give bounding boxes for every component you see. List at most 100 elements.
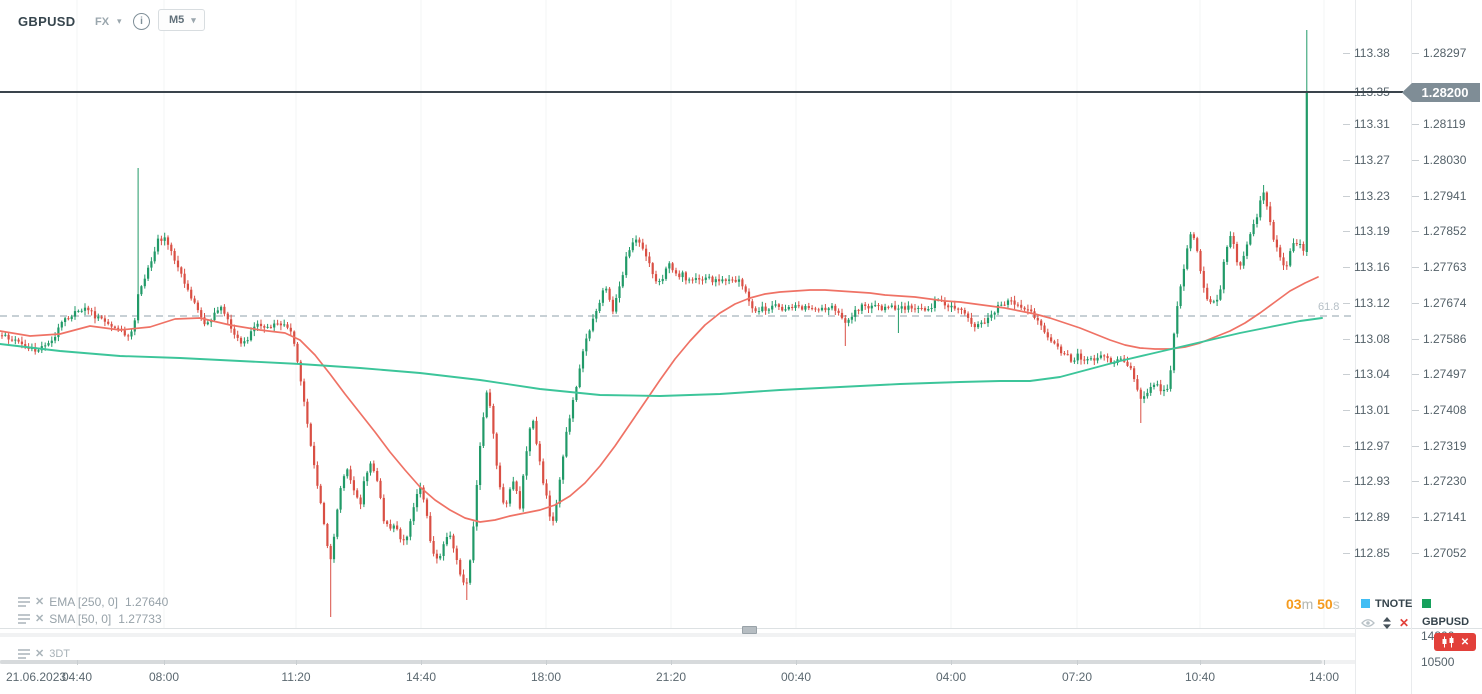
remove-indicator-icon[interactable]: ✕ [35, 596, 45, 608]
axis-tick [1412, 52, 1419, 54]
sma50-line [0, 276, 1319, 523]
indicator-settings-icon[interactable] [18, 597, 30, 607]
gbpusd-axis-label: 1.27052 [1412, 546, 1466, 560]
gbpusd-axis-label: 1.27763 [1412, 260, 1466, 274]
sub-pane-label: 3DT [49, 648, 70, 660]
ema250-line [0, 317, 1323, 397]
axis-tick [1343, 230, 1350, 232]
time-tick-mark [296, 660, 297, 665]
tnote-axis-label: 113.16 [1343, 260, 1390, 274]
timeframe-label: M5 [169, 14, 185, 26]
gbpusd-axis-label: 1.27408 [1412, 403, 1466, 417]
ema-legend-value: 1.27640 [124, 595, 169, 609]
time-tick-label: 07:20 [1061, 670, 1093, 684]
axis-tick [1343, 266, 1350, 268]
tnote-toggle-block: TNOTE ✕ [1361, 594, 1412, 630]
current-price-badge: 1.28200 [1402, 83, 1480, 102]
tnote-axis-label: 113.01 [1343, 403, 1390, 417]
time-axis[interactable]: 21.06.2023 04:40 08:00 11:20 14:40 18:00 21:2… [0, 660, 1482, 694]
axis-tick [1343, 445, 1350, 447]
tnote-axis-label: 113.23 [1343, 189, 1390, 203]
time-tick-label: 08:00 [148, 670, 180, 684]
ema-legend-row: ✕ EMA [250, 0] 1.27640 [18, 595, 168, 609]
remove-tnote-icon[interactable]: ✕ [1399, 616, 1410, 630]
gbpusd-color-swatch [1422, 599, 1431, 608]
countdown-minutes-unit: m [1301, 596, 1314, 612]
gbpusd-axis-label: 1.27497 [1412, 367, 1466, 381]
axis-tick [1343, 409, 1350, 411]
countdown-minutes: 03 [1286, 596, 1302, 612]
sort-arrows-icon[interactable] [1382, 617, 1392, 629]
time-tick-label: 04:40 [61, 670, 93, 684]
chevron-down-icon[interactable]: ▾ [117, 16, 122, 26]
remove-indicator-icon[interactable]: ✕ [35, 613, 45, 625]
axis-tick [1412, 302, 1419, 304]
tnote-axis-label: 113.12 [1343, 296, 1390, 310]
candles [0, 30, 1308, 617]
time-tick-mark [546, 660, 547, 665]
time-tick-label: 14:00 [1308, 670, 1340, 684]
gbpusd-axis-label: 1.27941 [1412, 189, 1466, 203]
countdown-seconds: 50 [1317, 596, 1333, 612]
remove-indicator-icon[interactable]: ✕ [35, 648, 45, 660]
sma-legend-value: 1.27733 [118, 612, 162, 626]
current-price-line [0, 91, 1403, 93]
axis-tick [1412, 516, 1419, 518]
symbol-title: GBPUSD [18, 14, 76, 29]
candlestick-chart [0, 0, 1352, 628]
gbpusd-axis-label: 1.27141 [1412, 510, 1466, 524]
tnote-axis-label: 112.97 [1343, 439, 1390, 453]
horizontal-scrollbar-thumb[interactable] [0, 660, 1322, 664]
time-tick-label: 11:20 [281, 670, 311, 684]
axis-tick [1412, 409, 1419, 411]
visibility-eye-icon[interactable] [1361, 618, 1375, 628]
ema-legend-label: EMA [250, 0] [49, 595, 118, 609]
tnote-axis-label: 112.85 [1343, 546, 1390, 560]
time-tick-label: 21:20 [655, 670, 687, 684]
axis-separator [1355, 0, 1356, 694]
sma-legend-label: SMA [50, 0] [49, 612, 112, 626]
axis-tick [1412, 123, 1419, 125]
time-tick-mark [421, 660, 422, 665]
tnote-axis-label: 113.08 [1343, 332, 1390, 346]
gbpusd-axis-label: 1.27674 [1412, 296, 1466, 310]
time-tick-label: 00:40 [780, 670, 812, 684]
pane-divider [0, 628, 1482, 629]
axis-tick [1412, 159, 1419, 161]
fib-level-label: 61.8 [1318, 301, 1340, 313]
timeframe-dropdown[interactable]: M5 ▾ [158, 9, 205, 31]
axis-tick [1343, 373, 1350, 375]
gbpusd-axis-label: 1.27319 [1412, 439, 1466, 453]
gbpusd-axis-label: 1.27230 [1412, 474, 1466, 488]
sub-pane-legend-row: ✕ 3DT [18, 648, 70, 660]
info-icon[interactable]: i [133, 13, 150, 30]
time-tick-mark [671, 660, 672, 665]
gbpusd-axis-label: 1.28297 [1412, 46, 1466, 60]
time-tick-label: 14:40 [405, 670, 437, 684]
time-tick-mark [1077, 660, 1078, 665]
tnote-label: TNOTE [1375, 598, 1413, 610]
axis-tick [1343, 480, 1350, 482]
chevron-down-icon: ▾ [191, 14, 196, 25]
axis-tick [1343, 338, 1350, 340]
axis-tick [1343, 52, 1350, 54]
candlestick-icon [1442, 636, 1454, 648]
axis-tick [1412, 552, 1419, 554]
gbpusd-toggle-block: GBPUSD ✕ [1422, 594, 1482, 651]
time-tick-label: 04:00 [935, 670, 967, 684]
tnote-axis-label: 113.38 [1343, 46, 1390, 60]
indicator-settings-icon[interactable] [18, 614, 30, 624]
gbpusd-chart-style-button[interactable]: ✕ [1434, 633, 1476, 651]
time-tick-mark [1324, 660, 1325, 665]
pane-divider-handle[interactable] [742, 626, 757, 634]
tnote-axis-label: 113.04 [1343, 367, 1390, 381]
sma-legend-row: ✕ SMA [50, 0] 1.27733 [18, 612, 162, 626]
indicator-settings-icon[interactable] [18, 649, 30, 659]
tnote-axis-label: 112.89 [1343, 510, 1390, 524]
pane-divider-band [0, 633, 1355, 637]
countdown-seconds-unit: s [1332, 596, 1340, 612]
market-label[interactable]: FX [95, 16, 110, 28]
axis-tick [1412, 373, 1419, 375]
axis-tick [1412, 480, 1419, 482]
